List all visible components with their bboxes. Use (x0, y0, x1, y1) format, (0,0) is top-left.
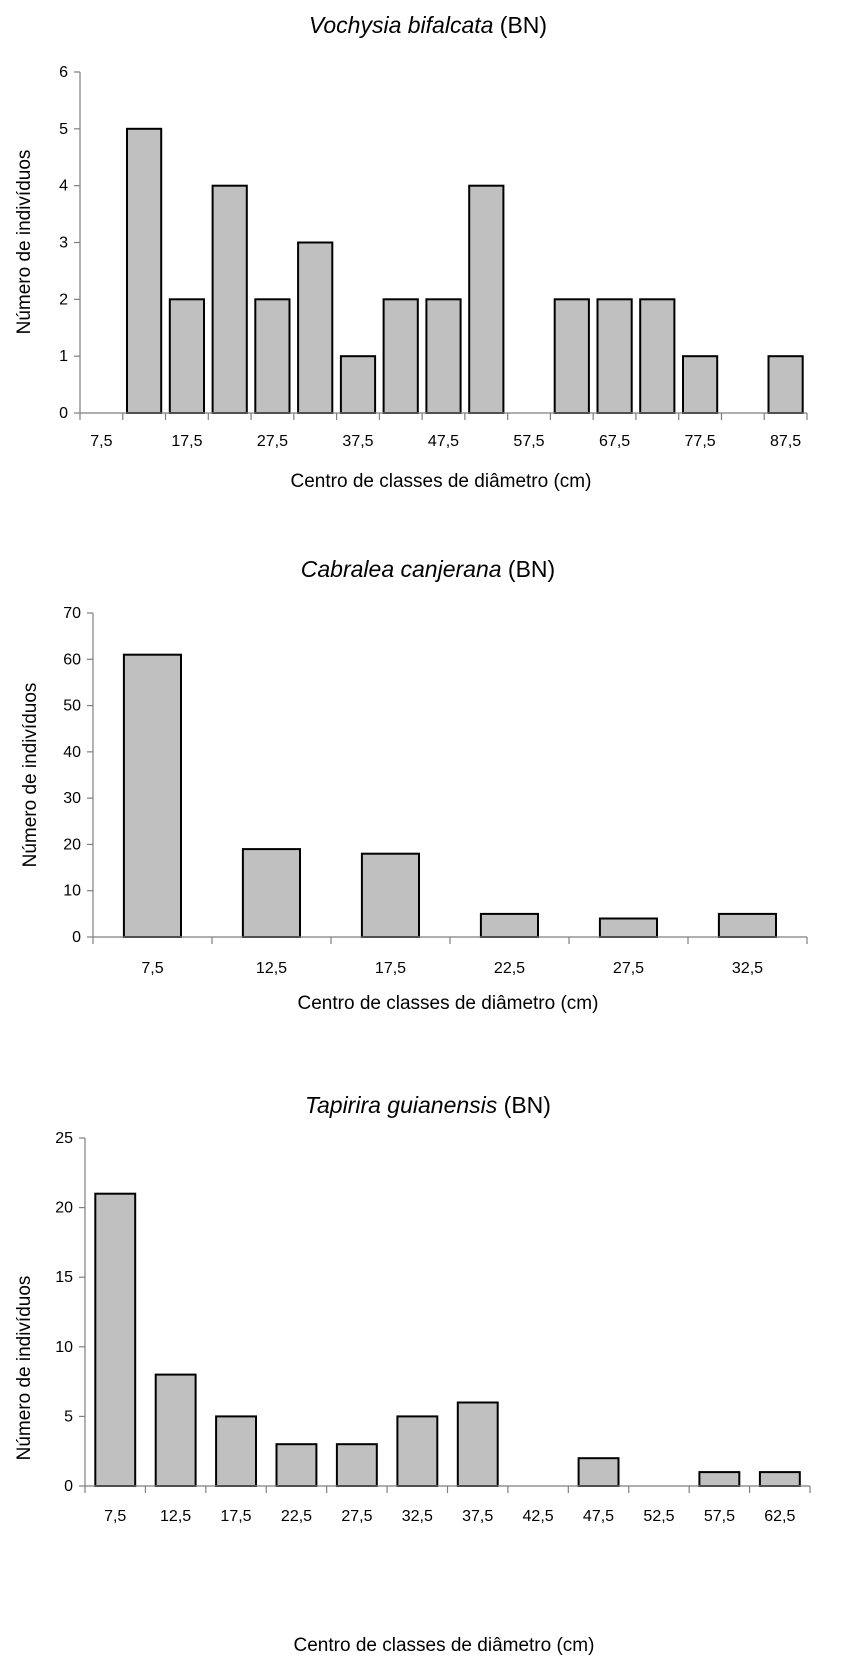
y-tick-label: 0 (72, 929, 81, 946)
x-tick-label: 57,5 (704, 1508, 735, 1525)
bar-27,5 (335, 1443, 378, 1488)
x-tick-label: 67,5 (599, 433, 630, 450)
x-tick-label: 7,5 (90, 433, 112, 450)
x-tick-label: 37,5 (462, 1508, 493, 1525)
y-tick-label: 1 (59, 348, 68, 365)
x-tick-label: 12,5 (256, 960, 287, 977)
bar-77,5 (682, 355, 719, 415)
bar-7,5 (94, 1192, 137, 1487)
x-tick-label: 7,5 (104, 1508, 126, 1525)
bar-42,5 (382, 298, 419, 414)
y-tick-label: 5 (64, 1408, 73, 1425)
x-tick-label: 17,5 (220, 1508, 251, 1525)
x-axis-label: Centro de classes de diâmetro (cm) (291, 471, 592, 492)
bar-62,5 (553, 298, 590, 414)
bar-47,5 (425, 298, 462, 414)
x-axis-label: Centro de classes de diâmetro (cm) (298, 993, 599, 1014)
bar-17,5 (360, 852, 420, 939)
chart-title: Cabralea canjerana (BN) (301, 556, 555, 582)
y-tick-label: 40 (63, 744, 81, 761)
chart-panel-cabralea: Cabralea canjerana (BN) Centro de classe… (0, 545, 858, 1075)
y-tick-label: 4 (59, 178, 68, 195)
x-tick-label: 47,5 (583, 1508, 614, 1525)
y-tick-label: 10 (55, 1339, 73, 1356)
bar-22,5 (479, 912, 539, 938)
bar-17,5 (168, 298, 206, 414)
y-tick-label: 0 (59, 405, 68, 422)
bar-87,5 (767, 355, 804, 415)
chart-title: Tapirira guianensis (BN) (305, 1092, 551, 1118)
chart-panel-tapirira: Tapirira guianensis (BN) Centro de class… (0, 1075, 858, 1659)
bar-62,5 (758, 1471, 801, 1488)
x-tick-label: 57,5 (513, 433, 544, 450)
x-tick-label: 77,5 (685, 433, 716, 450)
bar-47,5 (577, 1457, 620, 1488)
y-tick-label: 30 (63, 790, 81, 807)
bar-72,5 (639, 298, 676, 414)
bar-37,5 (456, 1401, 499, 1487)
y-tick-label: 70 (63, 605, 81, 622)
bar-22,5 (275, 1443, 318, 1488)
x-tick-label: 37,5 (342, 433, 373, 450)
x-tick-label: 32,5 (732, 960, 763, 977)
x-tick-label: 12,5 (160, 1508, 191, 1525)
x-tick-label: 22,5 (281, 1508, 312, 1525)
y-tick-label: 5 (59, 121, 68, 138)
bar-12,5 (241, 848, 301, 939)
bar-chart-tapirira-guianensis: Tapirira guianensis (BN) Centro de class… (14, 1092, 811, 1656)
bar-57,5 (698, 1471, 741, 1488)
x-tick-label: 22,5 (494, 960, 525, 977)
bar-chart-cabralea-canjerana: Cabralea canjerana (BN) Centro de classe… (20, 556, 808, 1014)
x-axis-label: Centro de classes de diâmetro (cm) (294, 1635, 595, 1656)
bar-37,5 (339, 355, 377, 415)
y-axis-label: Número de indivíduos (14, 150, 35, 335)
bar-chart-vochysia-bifalcata: Vochysia bifalcata (BN) Centro de classe… (14, 12, 808, 492)
x-tick-label: 17,5 (375, 960, 406, 977)
bar-67,5 (596, 298, 633, 414)
x-tick-label: 47,5 (428, 433, 459, 450)
x-tick-label: 32,5 (402, 1508, 433, 1525)
y-tick-label: 20 (63, 836, 81, 853)
chart-panel-vochysia: Vochysia bifalcata (BN) Centro de classe… (0, 0, 858, 520)
x-tick-label: 7,5 (141, 960, 163, 977)
bar-32,5 (297, 241, 334, 414)
bar-32,5 (396, 1415, 439, 1487)
bar-32,5 (717, 912, 778, 938)
plot-area: 0 5 10 15 20 25 7,5 12,5 17,5 22,5 27,5 32,5 37,5 42,… (55, 1130, 811, 1525)
y-tick-label: 6 (59, 64, 68, 81)
y-tick-label: 15 (55, 1269, 73, 1286)
x-tick-label: 62,5 (764, 1508, 795, 1525)
bar-27,5 (598, 917, 659, 938)
x-tick-label: 52,5 (643, 1508, 674, 1525)
bar-17,5 (215, 1415, 258, 1487)
x-tick-label: 27,5 (257, 433, 288, 450)
y-tick-label: 0 (64, 1478, 73, 1495)
y-axis-label: Número de indivíduos (20, 683, 41, 868)
y-tick-label: 10 (63, 883, 81, 900)
bar-7,5 (122, 653, 182, 938)
y-axis-label: Número de indivíduos (14, 1276, 35, 1461)
chart-title: Vochysia bifalcata (BN) (309, 12, 547, 38)
bar-52,5 (468, 184, 505, 414)
x-tick-label: 27,5 (613, 960, 644, 977)
y-tick-label: 20 (55, 1200, 73, 1217)
bar-22,5 (211, 184, 248, 414)
y-tick-label: 25 (55, 1130, 73, 1147)
bar-12,5 (126, 127, 163, 415)
y-tick-label: 2 (59, 291, 68, 308)
bar-12,5 (154, 1373, 197, 1488)
x-tick-label: 87,5 (770, 433, 801, 450)
x-tick-label: 17,5 (171, 433, 202, 450)
y-tick-label: 60 (63, 651, 81, 668)
x-tick-label: 42,5 (523, 1508, 554, 1525)
bar-27,5 (254, 298, 291, 414)
x-tick-label: 27,5 (341, 1508, 372, 1525)
y-tick-label: 50 (63, 698, 81, 715)
plot-area: 0 10 20 30 40 50 60 70 7,5 12,5 17,5 22,5 27,5 32,5 (63, 605, 808, 977)
y-tick-label: 3 (59, 235, 68, 252)
